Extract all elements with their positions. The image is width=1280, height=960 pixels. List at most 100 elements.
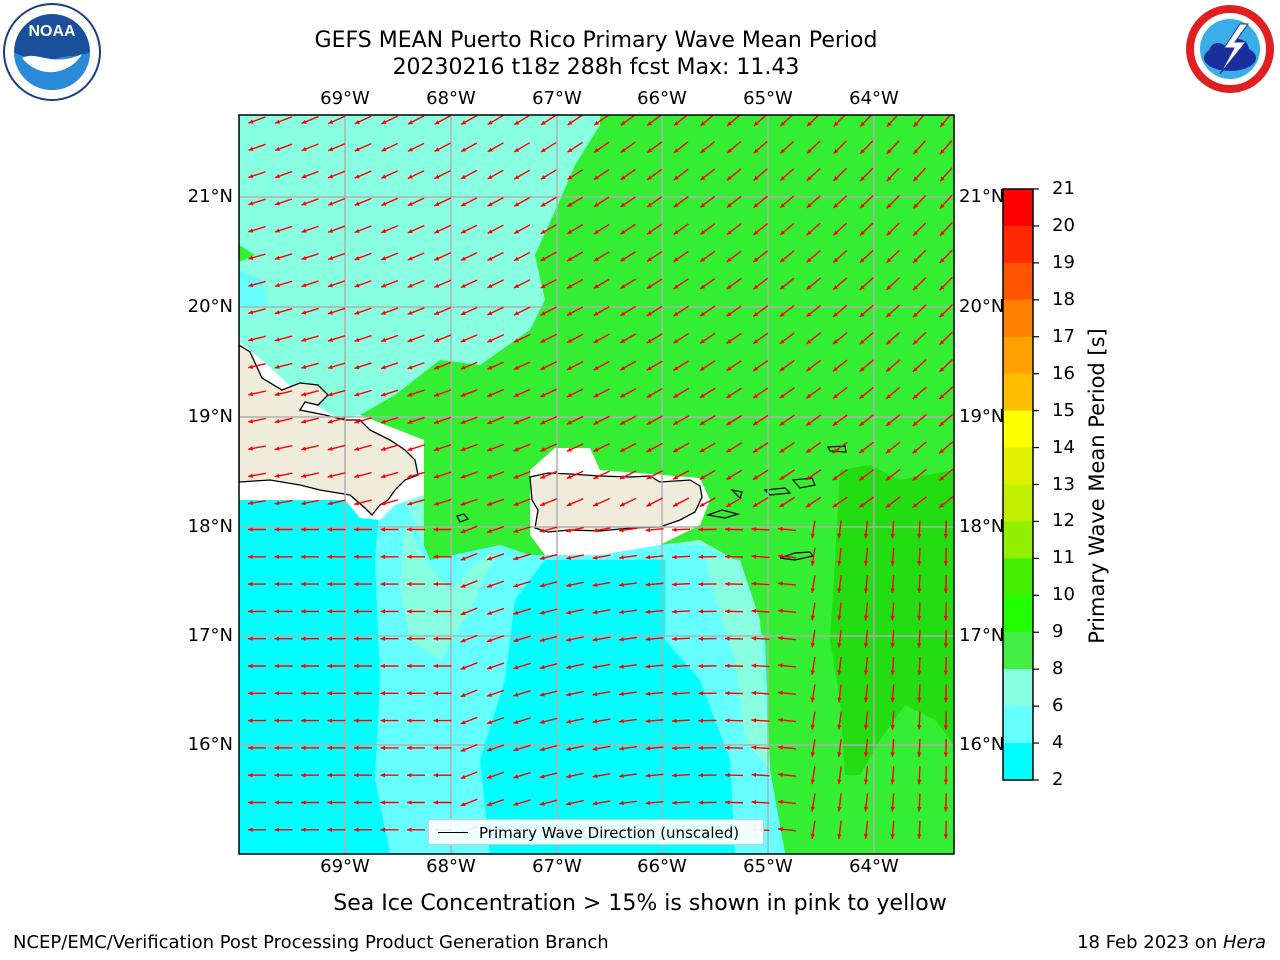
wave-arrow <box>619 333 637 344</box>
footer-host: Hera <box>1222 932 1266 953</box>
wave-arrow <box>566 388 584 398</box>
wave-arrow <box>938 386 954 400</box>
wave-arrow <box>513 662 531 670</box>
wave-arrow <box>301 198 319 206</box>
axis-tick-label: 64°W <box>849 856 899 877</box>
wave-arrow <box>354 691 372 696</box>
noaa-logo-text: NOAA <box>28 23 76 40</box>
wave-arrow <box>566 196 584 208</box>
wave-arrow <box>301 444 319 451</box>
wave-arrow <box>434 142 451 153</box>
wave-arrow <box>859 140 874 155</box>
wave-arrow <box>381 115 398 125</box>
wave-arrow <box>460 580 478 589</box>
wave-arrow <box>699 278 716 290</box>
wave-arrow <box>751 745 770 750</box>
wave-arrow <box>460 224 478 234</box>
wave-arrow <box>859 359 874 372</box>
wave-arrow <box>592 745 611 751</box>
wave-arrow <box>912 413 927 427</box>
wave-arrow <box>726 305 742 317</box>
wave-arrow <box>327 252 346 261</box>
wave-arrow <box>460 361 478 370</box>
wave-arrow <box>620 223 636 235</box>
wave-arrow <box>327 197 346 206</box>
graticule <box>239 115 954 854</box>
axis-tick-label: 66°W <box>637 856 687 877</box>
wave-arrow <box>301 527 319 532</box>
wave-arrow <box>487 197 504 207</box>
wave-arrow <box>513 799 531 806</box>
wave-arrow <box>539 608 558 615</box>
wave-arrow <box>810 629 816 648</box>
wave-arrow <box>646 470 663 480</box>
wave-arrow <box>752 305 769 318</box>
wave-arrow <box>645 718 664 724</box>
wave-arrow <box>513 333 531 343</box>
wave-arrow <box>863 547 869 566</box>
wave-arrow <box>724 718 744 723</box>
sea-ice-note: Sea Ice Concentration > 15% is shown in … <box>333 891 947 916</box>
wave-arrow <box>753 140 768 154</box>
wave-arrow <box>513 635 531 643</box>
wave-arrow <box>726 277 742 290</box>
wave-arrow <box>837 602 842 621</box>
wave-arrow <box>619 360 637 371</box>
wave-arrow <box>810 575 816 594</box>
wave-arrow <box>832 496 848 508</box>
wave-arrow <box>837 766 842 785</box>
wave-arrow <box>592 772 611 779</box>
wave-arrow <box>753 115 768 127</box>
wave-arrow <box>486 580 505 588</box>
wave-arrow <box>301 417 319 424</box>
wave-arrow <box>566 663 584 670</box>
wave-arrow <box>672 469 690 480</box>
wave-arrow <box>327 499 346 506</box>
wave-arrow <box>274 253 293 260</box>
wave-arrow <box>301 170 319 179</box>
wave-arrow <box>540 306 557 316</box>
wave-arrow <box>806 277 821 291</box>
wave-arrow <box>885 277 901 291</box>
wave-arrow <box>912 468 927 482</box>
wave-arrow <box>567 115 583 126</box>
wave-arrow <box>354 827 372 832</box>
wave-arrow <box>540 415 557 425</box>
puerto-rico <box>529 472 703 533</box>
wave-arrow <box>618 691 638 697</box>
axis-tick-label: 68°W <box>426 88 476 109</box>
wave-arrow <box>698 800 717 805</box>
wave-arrow <box>433 691 452 696</box>
footer-date-text: 18 Feb 2023 on <box>1077 932 1223 953</box>
colorbar-segment <box>1003 336 1033 375</box>
wave-arrow <box>460 279 478 289</box>
wave-arrow <box>939 194 953 210</box>
colorbar-segment <box>1003 595 1033 633</box>
wave-arrow <box>248 636 266 641</box>
wave-arrow <box>593 388 610 398</box>
wave-arrow <box>566 223 584 235</box>
wave-arrow <box>460 498 478 506</box>
wave-arrow <box>912 304 927 318</box>
wave-arrow <box>593 115 610 126</box>
wave-arrow <box>354 307 372 315</box>
wave-arrow <box>885 414 901 427</box>
wave-arrow <box>248 417 266 424</box>
wave-arrow <box>487 251 504 262</box>
wave-arrow <box>863 820 869 839</box>
wave-arrow <box>380 609 399 614</box>
wave-arrow <box>779 168 795 182</box>
wave-arrow <box>540 361 557 371</box>
wave-arrow <box>671 636 691 642</box>
wave-arrow <box>671 745 691 751</box>
wave-arrow <box>407 361 425 370</box>
wave-arrow <box>301 307 319 315</box>
wave-arrow <box>248 171 266 179</box>
wave-arrow <box>540 169 557 180</box>
wave-arrow <box>327 170 346 179</box>
wave-arrow <box>943 793 949 812</box>
wave-arrow <box>890 820 895 839</box>
wave-arrow <box>248 773 266 778</box>
wave-arrow <box>912 441 927 454</box>
wave-arrow <box>724 554 744 559</box>
